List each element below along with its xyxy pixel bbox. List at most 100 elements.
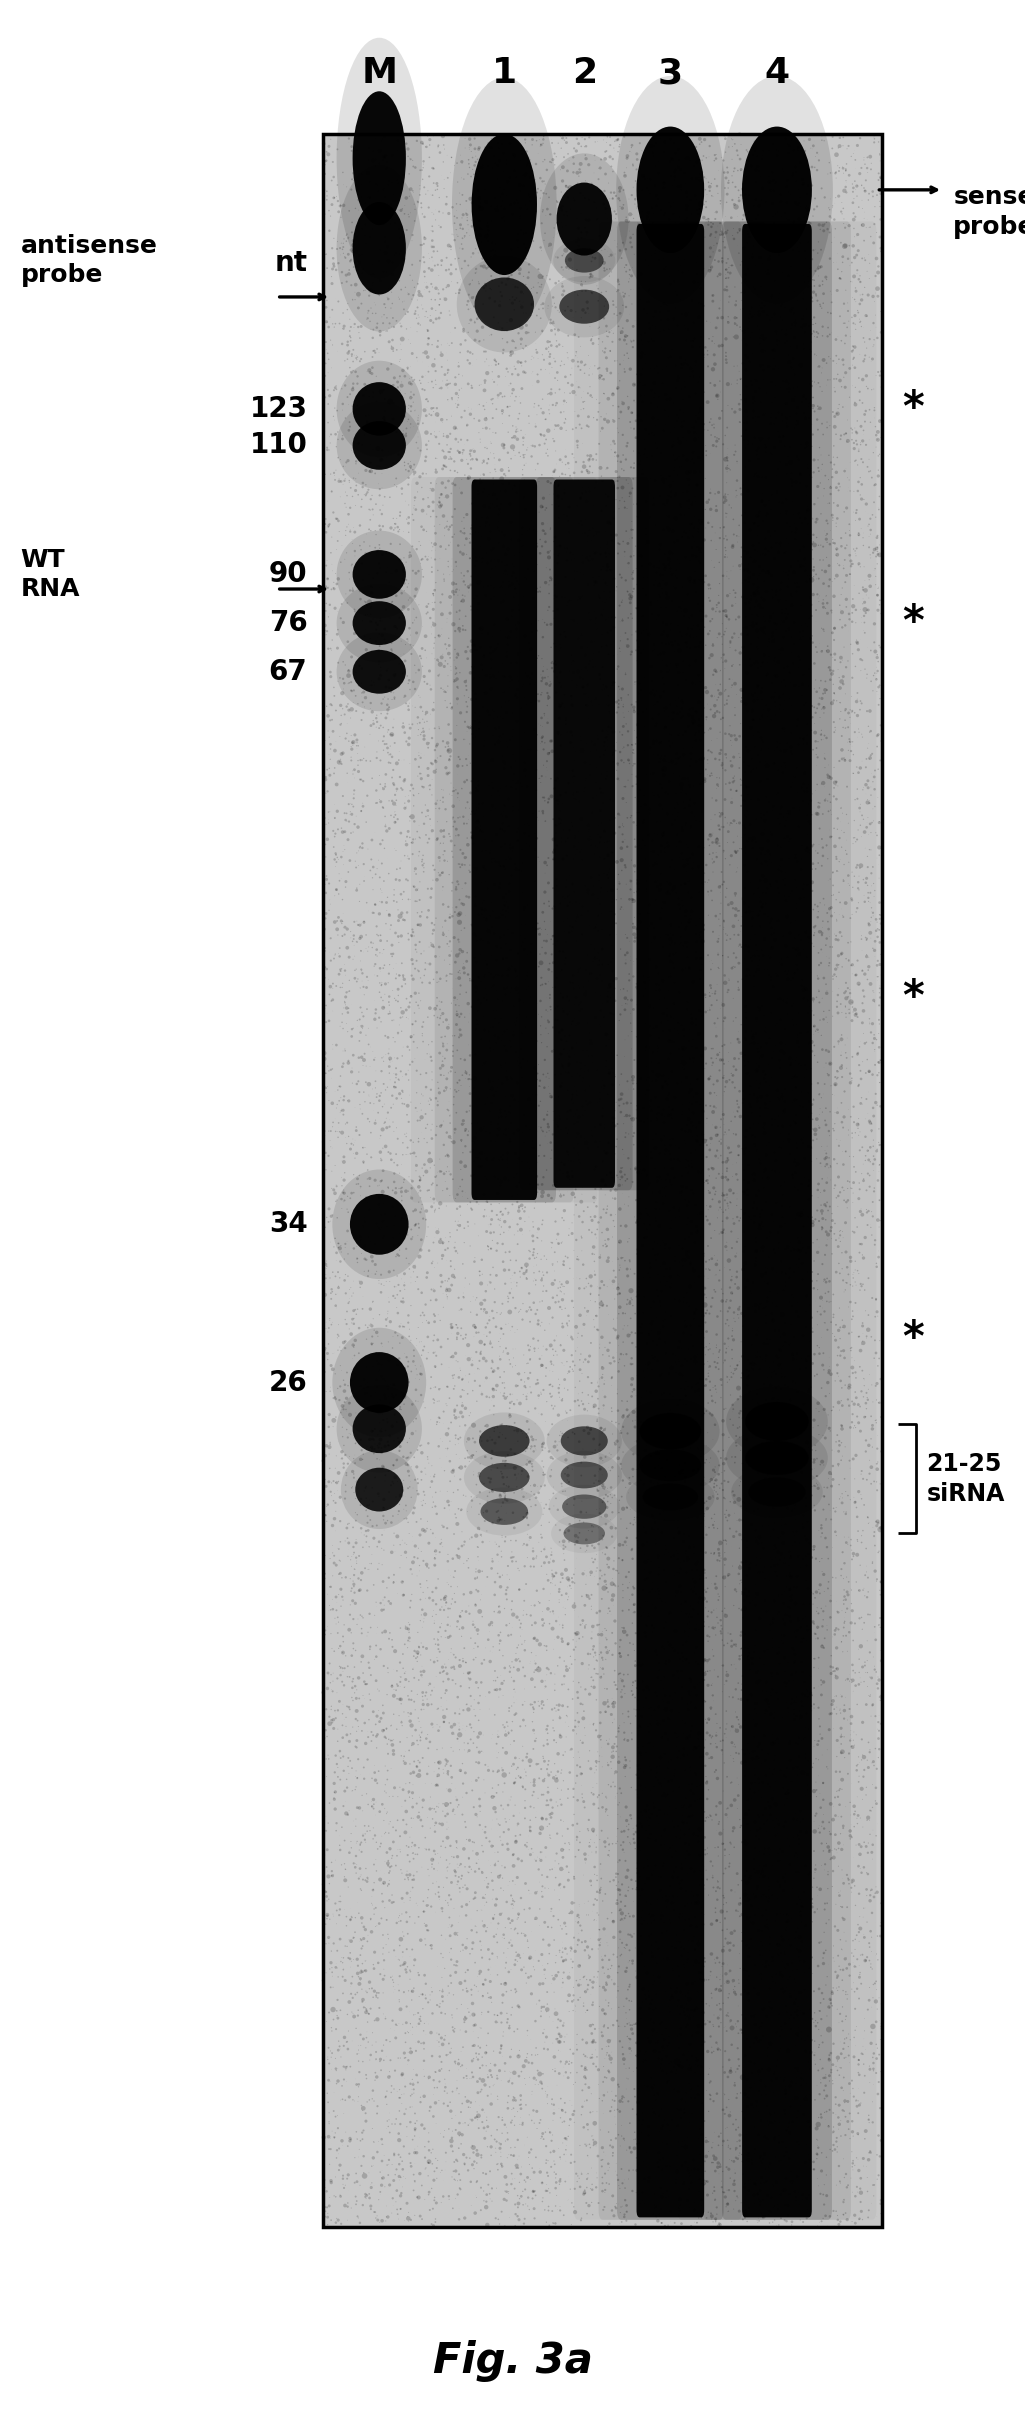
Point [599,716,615,755]
Point [423,1042,440,1081]
Point [450,1862,466,1901]
Point [518,489,534,528]
Point [782,1925,798,1964]
Point [720,2183,736,2222]
Point [864,1789,880,1828]
Point [448,650,464,689]
Point [806,1531,822,1570]
Point [630,1000,647,1039]
Point [343,2064,360,2103]
Point [378,1833,395,1872]
Point [543,2122,560,2161]
Point [778,1543,794,1582]
Point [330,1692,346,1731]
Point [392,1431,408,1470]
Point [352,905,368,944]
Point [476,331,492,370]
Point [642,348,658,387]
Point [689,2040,705,2079]
Point [402,579,418,618]
Point [632,1008,649,1047]
Point [612,2169,628,2208]
Point [316,482,332,521]
Point [350,204,366,243]
Point [419,1679,436,1718]
Point [504,1901,521,1940]
Point [528,910,544,949]
Point [626,1254,643,1292]
Point [656,1550,672,1589]
Point [574,1577,590,1616]
Point [395,414,411,453]
Point [731,2191,747,2230]
Point [703,1665,720,1704]
Point [493,2125,509,2164]
Point [618,1998,634,2037]
Point [709,823,726,862]
Point [469,803,486,842]
Point [865,1127,882,1166]
Point [639,611,655,650]
Point [461,2059,478,2098]
Point [836,1687,853,1726]
Point [339,1658,356,1696]
Point [714,699,731,738]
Point [665,183,682,221]
Point [826,1112,843,1151]
Point [707,1370,724,1409]
Point [407,2144,423,2183]
Point [429,1212,446,1251]
Point [819,409,835,448]
Point [697,217,713,256]
Point [448,419,464,458]
Point [402,1254,418,1292]
Point [453,910,469,949]
Point [495,582,511,621]
Point [387,1236,404,1275]
Point [600,1631,616,1670]
Point [609,1421,625,1460]
Point [500,779,517,818]
Point [616,2161,632,2200]
Point [618,2049,634,2088]
Point [562,993,578,1032]
Point [369,1392,385,1431]
Point [546,1558,563,1597]
Point [653,1767,669,1806]
Point [463,1850,480,1889]
Point [454,1886,470,1925]
Point [769,728,785,767]
Point [762,1930,778,1969]
Point [701,1295,717,1334]
Point [534,1173,550,1212]
Point [317,720,333,759]
Point [728,1670,744,1709]
Point [490,626,506,664]
Point [446,1078,462,1117]
Point [335,845,352,884]
Point [417,1095,434,1134]
Point [869,1086,886,1125]
Point [753,2159,770,2198]
Point [636,557,652,596]
Point [535,1448,551,1487]
Point [405,1840,421,1879]
Point [432,487,448,526]
Point [621,1458,638,1497]
Point [860,798,876,837]
Point [729,1090,745,1129]
Point [484,2181,500,2220]
Point [630,2084,647,2122]
Point [498,893,515,932]
Point [619,1307,636,1346]
Point [500,1830,517,1869]
Point [373,1699,390,1738]
Point [375,141,392,180]
Point [520,1538,536,1577]
Point [591,1911,608,1950]
Point [498,265,515,304]
Point [383,925,400,964]
Point [521,1022,537,1061]
Point [694,1490,710,1529]
Point [711,1959,728,1998]
